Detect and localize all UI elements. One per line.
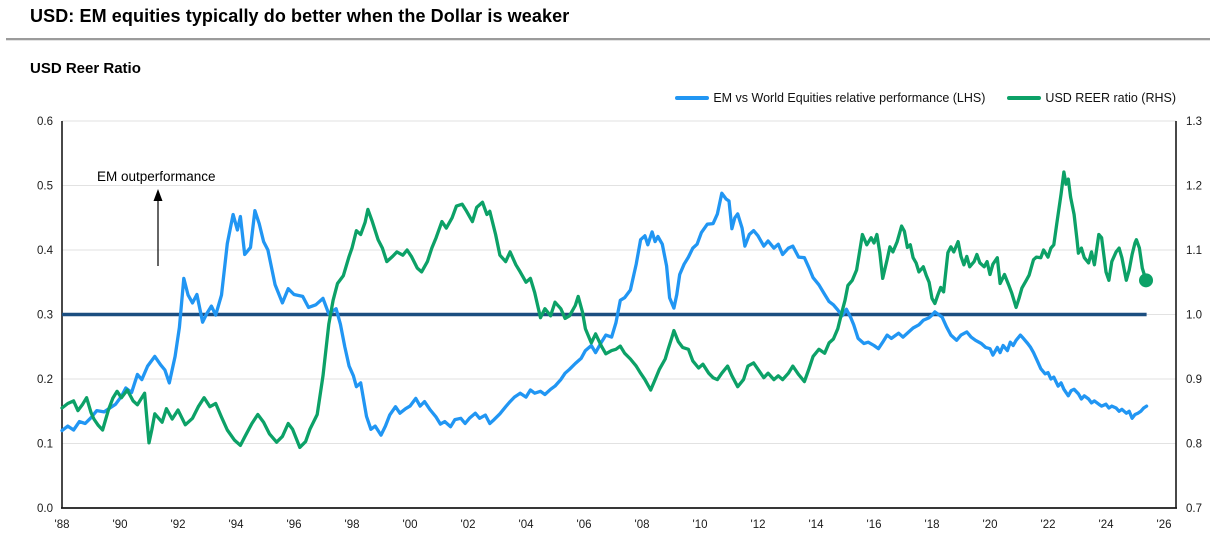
legend-line-sample	[675, 96, 710, 100]
x-axis-tick-label: '00	[403, 519, 418, 531]
y-axis-right-tick-label: 1.3	[1186, 116, 1202, 128]
legend-item-em-vs-world: EM vs World Equities relative performanc…	[675, 91, 985, 105]
y-axis-left-tick-label: 0.0	[37, 503, 53, 515]
y-axis-right-tick-label: 0.8	[1186, 439, 1202, 451]
y-axis-right-tick-label: 0.7	[1186, 503, 1202, 515]
em-outperformance-label: EM outperformance	[97, 169, 216, 184]
y-axis-left-tick-label: 0.4	[37, 245, 54, 257]
x-axis-tick-label: '02	[461, 519, 476, 531]
x-axis-tick-label: '20	[983, 519, 998, 531]
x-axis-tick-label: '14	[809, 519, 825, 531]
x-axis-tick-label: '88	[55, 519, 70, 531]
y-axis-right-tick-label: 1.0	[1186, 310, 1202, 322]
x-axis-tick-label: '98	[345, 519, 360, 531]
x-axis-tick-label: '26	[1157, 519, 1172, 531]
x-axis-tick-label: '94	[229, 519, 245, 531]
x-axis-tick-label: '18	[925, 519, 940, 531]
chart-legend: EM vs World Equities relative performanc…	[675, 91, 1176, 105]
x-axis-tick-label: '06	[577, 519, 592, 531]
series	[60, 170, 1154, 450]
x-axis-tick-label: '22	[1041, 519, 1056, 531]
y-axis-right-tick-label: 1.2	[1186, 181, 1202, 193]
series-usd-reer-line	[60, 170, 1148, 450]
legend-label: USD REER ratio (RHS)	[1045, 91, 1176, 105]
x-axis-tick-label: '96	[287, 519, 302, 531]
y-axis-left-tick-label: 0.6	[37, 116, 53, 128]
y-axis-right-tick-label: 1.1	[1186, 245, 1202, 257]
x-axis-tick-label: '90	[113, 519, 128, 531]
x-axis-tick-label: '08	[635, 519, 650, 531]
x-axis-tick-label: '92	[171, 519, 186, 531]
legend-line-sample	[1007, 96, 1042, 100]
x-axis-tick-label: '04	[519, 519, 535, 531]
page-title: USD: EM equities typically do better whe…	[30, 6, 570, 26]
title-divider	[6, 38, 1210, 41]
x-axis-tick-label: '24	[1099, 519, 1115, 531]
y-axis-left-tick-label: 0.5	[37, 181, 53, 193]
y-axis-left-tick-label: 0.2	[37, 374, 53, 386]
legend-item-usd-reer: USD REER ratio (RHS)	[1007, 91, 1176, 105]
x-axis-tick-label: '12	[751, 519, 766, 531]
series-usd-reer-end-dot	[1139, 273, 1154, 288]
y-axis-left-tick-label: 0.1	[37, 439, 53, 451]
legend-label: EM vs World Equities relative performanc…	[713, 91, 986, 105]
y-axis-left-tick-label: 0.3	[37, 310, 53, 322]
em-outperformance-annotation: EM outperformance	[97, 169, 216, 266]
y-axis-right-tick-label: 0.9	[1186, 374, 1202, 386]
chart-subtitle: USD Reer Ratio	[30, 60, 141, 77]
axis-labels: 0.0 0.1 0.2 0.3 0.4 0.5 0.6 0.7 0.8 0.9 1.0 1.1 1.2 1…	[37, 116, 1202, 531]
up-arrow-icon	[153, 189, 163, 266]
series-em-vs-world-line	[60, 191, 1149, 437]
x-axis-tick-label: '10	[693, 519, 708, 531]
x-axis-tick-label: '16	[867, 519, 882, 531]
